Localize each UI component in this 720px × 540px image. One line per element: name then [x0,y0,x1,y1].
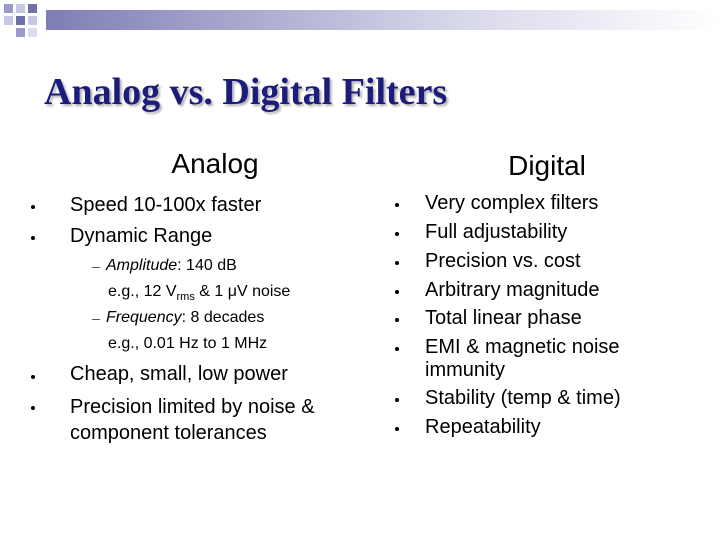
header-bar [46,10,720,30]
text: & 1 μV noise [194,283,291,300]
bullet [395,232,399,236]
bullet [395,261,399,265]
sub-bullet-text: Amplitude: 140 dB [106,256,237,275]
sub-bullet [92,319,100,320]
bullet-text: Very complex filters [425,192,599,214]
decor-square [28,28,37,37]
bullet-text: EMI & magnetic noise immunity [425,336,620,381]
bullet [395,427,399,431]
column-heading: Analog [171,148,259,179]
bullet [395,203,399,207]
decor-square [16,16,25,25]
bullet-text: Repeatability [425,416,541,438]
term: Frequency [106,309,182,326]
decor-square [4,4,13,13]
bullet [31,375,35,379]
decor-square [28,16,37,25]
sub-detail: e.g., 0.01 Hz to 1 MHz [108,335,268,352]
subscript: rms [176,291,195,304]
decor-square [4,16,13,25]
decor-square [28,4,37,13]
bullet-text: Precision vs. cost [425,250,581,272]
bullet-text: Stability (temp & time) [425,387,621,409]
bullet-text: Cheap, small, low power [70,363,288,385]
sub-bullet-text: Frequency: 8 decades [106,308,264,327]
slide-title: Analog vs. Digital Filters [44,71,448,113]
bullet [395,398,399,402]
sub-detail: e.g., 12 Vrms & 1 μV noise [108,282,290,307]
bullet-text: Speed 10-100x faster [70,194,262,216]
bullet [395,347,399,351]
column-heading: Digital [508,150,586,181]
text: : 8 decades [181,309,265,326]
bullet [31,406,35,410]
bullet [395,318,399,322]
text: e.g., 12 V [108,283,177,300]
bullet-text: Dynamic Range [70,225,213,247]
decor-square [16,28,25,37]
bullet [31,205,35,209]
bullet-text: Total linear phase [425,307,582,329]
bullet [395,290,399,294]
term: Amplitude [106,257,178,274]
decor-square [16,4,25,13]
bullet-text: Arbitrary magnitude [425,279,600,301]
bullet-text: Full adjustability [425,221,568,243]
sub-bullet [92,267,100,268]
bullet-text: Precision limited by noise & component t… [70,396,315,444]
bullet [31,236,35,240]
text: : 140 dB [177,257,237,274]
